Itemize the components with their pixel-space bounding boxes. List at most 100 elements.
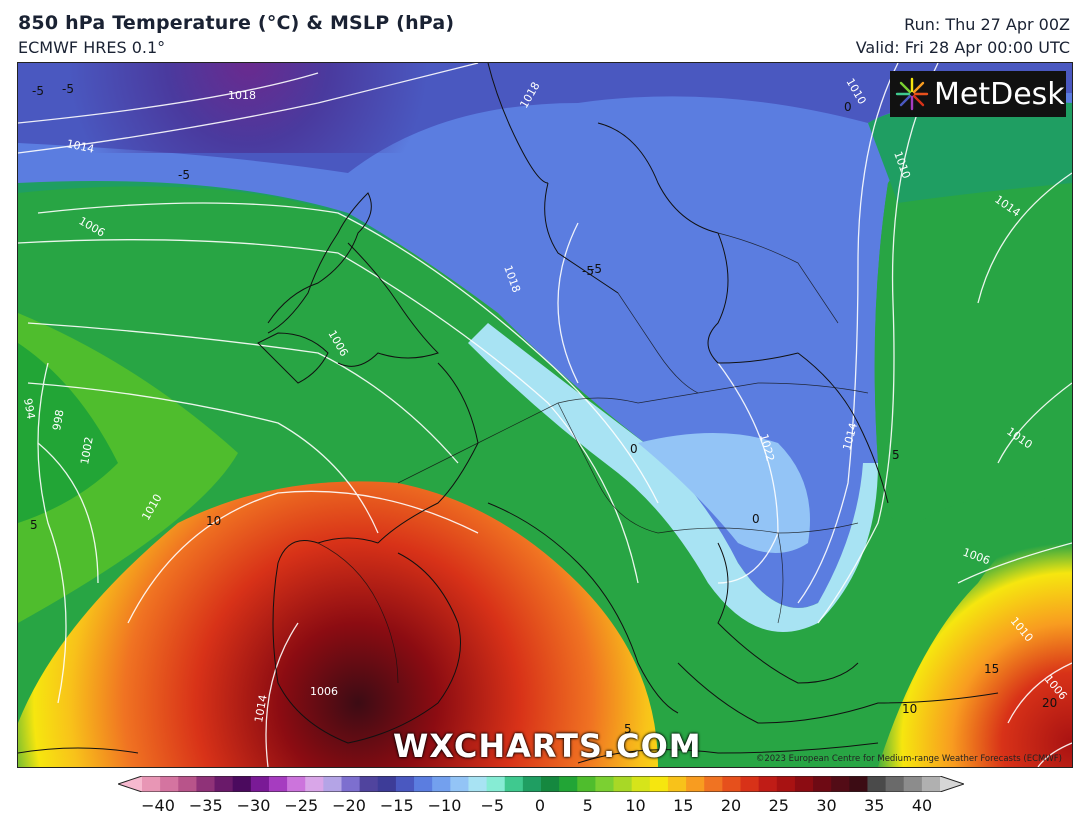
colorbar-cell [142, 776, 161, 792]
isobar-label: 1018 [228, 89, 256, 102]
temperature-label: -5 [32, 84, 44, 98]
colorbar-cell [885, 776, 905, 792]
colorbar-cell [414, 776, 433, 792]
cold-pool-balkans [638, 433, 810, 553]
temperature-label: 0 [752, 512, 760, 526]
colorbar-cell [359, 776, 379, 792]
northeast-teal [868, 100, 1072, 203]
colorbar-tick-label: 20 [720, 796, 742, 815]
temperature-label: -5 [590, 262, 602, 276]
colorbar-cell [631, 776, 651, 792]
colorbar-cell [649, 776, 669, 792]
temperature-label: 15 [984, 662, 999, 676]
colorbar-tick-label: −30 [236, 796, 271, 815]
colorbar-cell [504, 776, 524, 792]
temperature-label-group: -5 -5 -5 -5 0 0 5 10 15 20 5 10 5 -5 0 [30, 82, 1057, 736]
valid-time: Valid: Fri 28 Apr 00:00 UTC [855, 38, 1070, 57]
colorbar-cell [541, 776, 560, 792]
model-label: ECMWF HRES 0.1° [18, 38, 166, 57]
colorbar-cell [667, 776, 687, 792]
colorbar-cell [903, 776, 923, 792]
colorbar-cell [758, 776, 778, 792]
atlantic-mild-zone [18, 313, 238, 623]
country-borders [317, 232, 869, 684]
logo-text: MetDesk [934, 76, 1065, 112]
isobar-label: 1006 [310, 685, 338, 698]
colorbar-cell [559, 776, 578, 792]
isobar-label: 1014 [252, 694, 270, 724]
temperature-label: 5 [892, 448, 900, 462]
colorbar-cell [867, 776, 887, 792]
metdesk-starburst-icon [890, 71, 934, 117]
map-canvas: 1018 1018 1014 1006 1018 1010 1010 1014 … [18, 63, 1072, 767]
isobar-label: 994 [21, 397, 37, 420]
colorbar-cell [613, 776, 633, 792]
cold-airmass [18, 63, 1072, 608]
temperature-colorbar [116, 775, 966, 793]
colorbar-tick-label: 25 [768, 796, 789, 815]
colorbar-tick-label: 40 [911, 796, 933, 815]
colorbar-cell [178, 776, 198, 792]
temperature-label: 0 [630, 442, 638, 456]
temperature-label: 0 [844, 100, 852, 114]
copyright-notice: ©2023 European Centre for Medium-range W… [755, 754, 1062, 764]
colorbar-max-arrow [940, 776, 964, 792]
colorbar-cell [305, 776, 324, 792]
watermark: WXCHARTS.COM [393, 727, 702, 765]
colorbar-tick-label: −10 [427, 796, 462, 815]
temperature-label: 20 [1042, 696, 1057, 710]
colorbar-cell [794, 776, 814, 792]
colorbar-cell [432, 776, 451, 792]
colorbar-cell [250, 776, 270, 792]
colorbar-tick-label: −5 [480, 796, 505, 815]
colorbar-cell [722, 776, 742, 792]
isobar-label: 998 [50, 409, 66, 432]
coastlines [18, 63, 999, 764]
colorbar-tick-label: 0 [534, 796, 546, 815]
colorbar-cell [468, 776, 488, 792]
colorbar-cell [395, 776, 415, 792]
colorbar-ticks: −40 −35 −30 −25 −20 −15 −10 −5 0 5 10 15 20 25 30 35 40 [0, 796, 1088, 820]
east-green [874, 143, 1072, 525]
colorbar-cell [595, 776, 615, 792]
colorbar-cell [377, 776, 397, 792]
colorbar-cell [450, 776, 470, 792]
arctic-core [18, 63, 538, 153]
temperature-label: 5 [30, 518, 38, 532]
colorbar-cell [287, 776, 306, 792]
colorbar-cell [196, 776, 216, 792]
colorbar-cell [740, 776, 760, 792]
colorbar-min-arrow [118, 776, 142, 792]
colorbar-tick-label: 30 [816, 796, 837, 815]
colorbar-tick-label: −40 [141, 796, 175, 815]
colorbar-tick-label: −25 [284, 796, 319, 815]
temperature-label: 10 [206, 514, 221, 528]
colorbar-cell [849, 776, 869, 792]
run-time: Run: Thu 27 Apr 00Z [904, 15, 1070, 34]
isobar-label: 1014 [65, 137, 95, 156]
colorbar-cell [921, 776, 941, 792]
colorbar-svg [116, 775, 966, 793]
colorbar-cell [341, 776, 361, 792]
colorbar-tick-label: 35 [864, 796, 885, 815]
colorbar-cell [813, 776, 832, 792]
temperature-label: -5 [582, 264, 594, 278]
metdesk-logo: MetDesk [890, 71, 1066, 117]
isobar-label: 1002 [78, 436, 96, 466]
colorbar-cell [323, 776, 343, 792]
colorbar-cell [686, 776, 705, 792]
colorbar-tick-label: 10 [625, 796, 646, 815]
colorbar-cell [160, 776, 179, 792]
colorbar-cell [214, 776, 234, 792]
colorbar-tick-label: 15 [673, 796, 694, 815]
colorbar-tick-label: −15 [379, 796, 414, 815]
temperature-label: 10 [902, 702, 917, 716]
colorbar-cell [776, 776, 796, 792]
colorbar-tick-label: −20 [332, 796, 366, 815]
weather-map[interactable]: 1018 1018 1014 1006 1018 1010 1010 1014 … [17, 62, 1073, 768]
colorbar-tick-label: −35 [188, 796, 223, 815]
temperature-label: -5 [178, 168, 190, 182]
colorbar-cell [704, 776, 723, 792]
colorbar-cell [486, 776, 506, 792]
colorbar-tick-label: 5 [582, 796, 593, 815]
